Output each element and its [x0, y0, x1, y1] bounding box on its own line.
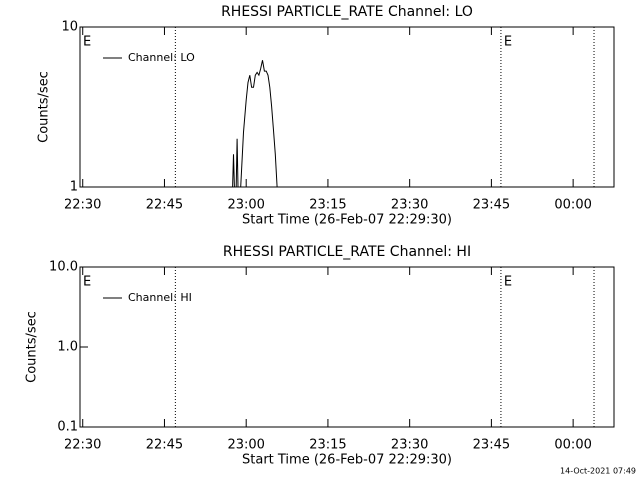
timestamp: 14-Oct-2021 07:49: [560, 467, 636, 476]
y-tick-label: 1: [70, 180, 78, 195]
x-tick-label: 23:15: [309, 198, 346, 213]
y-axis-label: Counts/sec: [37, 71, 52, 143]
x-tick-label: 23:45: [473, 198, 510, 213]
annotation: E: [83, 275, 91, 290]
x-tick-label: 23:45: [473, 438, 510, 453]
y-tick-label: 10: [61, 20, 78, 35]
y-tick-label: 0.1: [57, 420, 78, 435]
chart-title: RHESSI PARTICLE_RATE Channel: LO: [221, 4, 473, 20]
annotation: E: [83, 35, 91, 50]
legend-label: Channel: HI: [128, 291, 192, 304]
x-tick-label: 00:00: [554, 438, 591, 453]
y-tick-label: 1.0: [57, 340, 78, 355]
annotation: E: [504, 275, 512, 290]
chart-title: RHESSI PARTICLE_RATE Channel: HI: [223, 244, 471, 260]
x-tick-label: 22:45: [146, 438, 183, 453]
x-tick-label: 22:45: [146, 198, 183, 213]
x-tick-label: 22:30: [64, 198, 101, 213]
x-tick-label: 23:30: [391, 198, 428, 213]
x-tick-label: 23:30: [391, 438, 428, 453]
x-tick-label: 23:15: [309, 438, 346, 453]
x-tick-label: 22:30: [64, 438, 101, 453]
legend-label: Channel: LO: [128, 51, 195, 64]
y-axis-label: Counts/sec: [25, 311, 40, 383]
x-axis-label: Start Time (26-Feb-07 22:29:30): [242, 213, 452, 228]
data-line: [232, 60, 278, 188]
x-axis-label: Start Time (26-Feb-07 22:29:30): [242, 453, 452, 468]
annotation: E: [504, 35, 512, 50]
plot-frame: [79, 26, 615, 188]
y-tick-label: 10.0: [49, 260, 78, 275]
x-tick-label: 23:00: [227, 198, 264, 213]
x-tick-label: 23:00: [227, 438, 264, 453]
x-tick-label: 00:00: [554, 198, 591, 213]
